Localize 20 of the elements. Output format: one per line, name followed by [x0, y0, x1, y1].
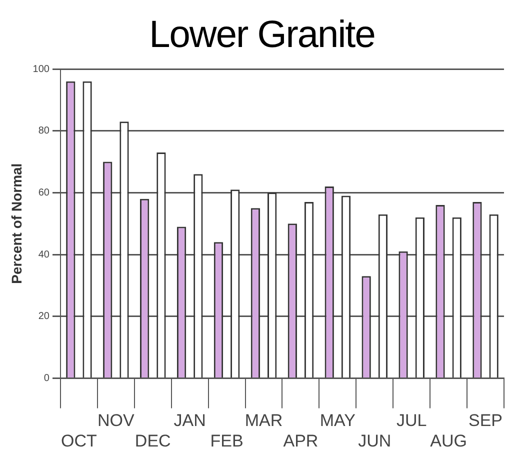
y-tick-label: 40 [38, 249, 50, 260]
x-tick-label: JAN [174, 411, 206, 430]
x-tick-label: AUG [430, 431, 467, 450]
y-tick-label: 0 [44, 372, 50, 384]
x-tick-label: JUL [396, 411, 427, 430]
y-tick-label: 60 [38, 187, 50, 198]
x-tick-label: JUN [358, 431, 392, 450]
x-tick-label: MAY [320, 411, 356, 430]
y-tick-label: 20 [38, 311, 50, 322]
y-tick-label: 80 [38, 126, 50, 137]
x-tick-label: APR [283, 431, 318, 450]
x-tick-label: NOV [98, 411, 135, 430]
x-tick-label: SEP [468, 411, 503, 430]
chart-title: Lower Granite [148, 13, 376, 58]
y-axis-title: Percent of Normal [8, 163, 24, 284]
x-tick-label: OCT [61, 431, 97, 450]
x-tick-label: MAR [244, 411, 283, 430]
x-tick-label: DEC [134, 431, 171, 450]
x-tick-label: FEB [210, 431, 244, 450]
y-tick-label: 100 [32, 64, 50, 75]
